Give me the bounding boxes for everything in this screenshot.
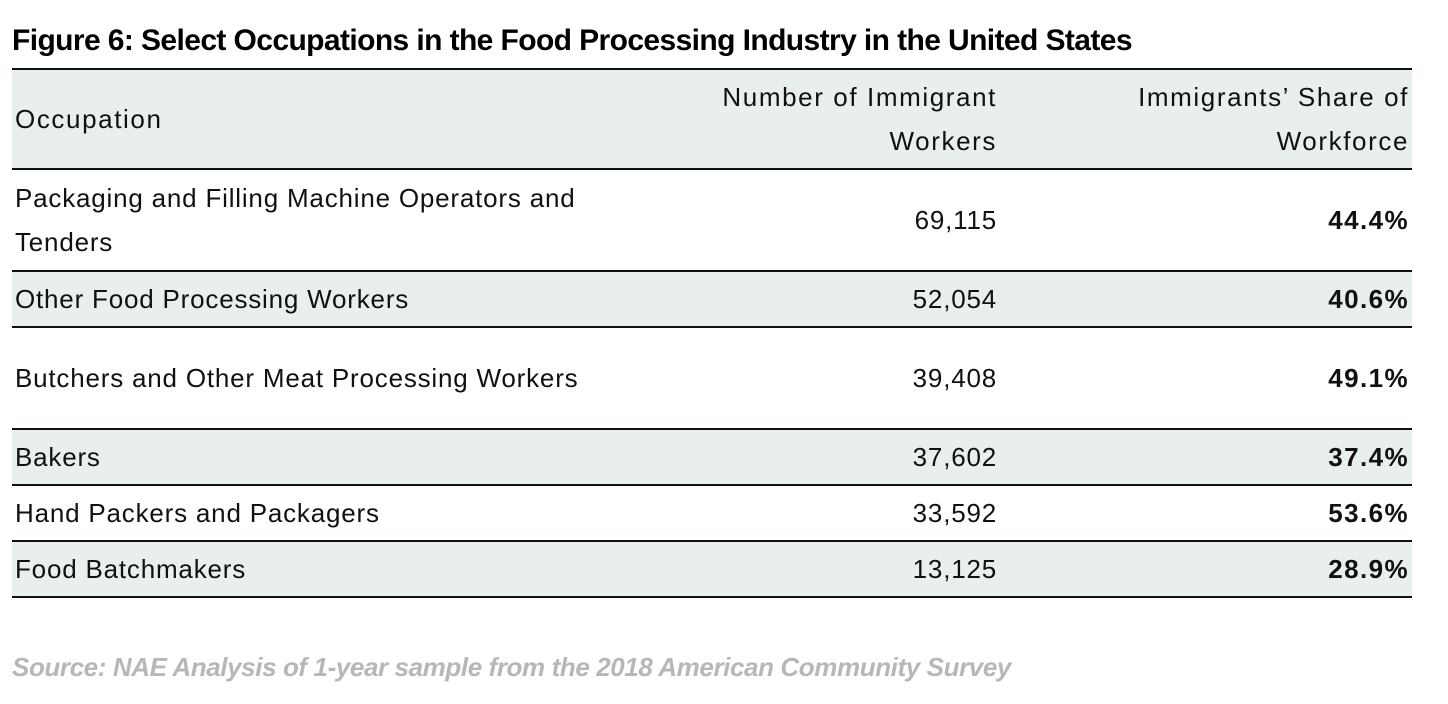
column-header-immigrant-workers: Number of Immigrant Workers (722, 82, 997, 156)
workers-cell: 13,125 (912, 554, 997, 584)
table-row: Food Batchmakers 13,125 28.9% (12, 541, 1412, 597)
figure: Figure 6: Select Occupations in the Food… (12, 22, 1412, 598)
workers-cell: 52,054 (912, 284, 997, 314)
workers-cell: 39,408 (912, 363, 997, 393)
table-row: Hand Packers and Packagers 33,592 53.6% (12, 485, 1412, 541)
workers-cell: 69,115 (914, 205, 997, 235)
occupation-cell: Other Food Processing Workers (15, 284, 410, 314)
table-row: Butchers and Other Meat Processing Worke… (12, 327, 1412, 429)
occupation-cell: Packaging and Filling Machine Operators … (15, 183, 576, 257)
occupations-table: Occupation Number of Immigrant Workers I… (12, 68, 1412, 598)
table-row: Other Food Processing Workers 52,054 40.… (12, 271, 1412, 327)
table-row: Bakers 37,602 37.4% (12, 429, 1412, 485)
occupation-cell: Hand Packers and Packagers (15, 498, 380, 528)
column-header-immigrant-share: Immigrants’ Share of Workforce (1138, 82, 1409, 156)
column-header-occupation: Occupation (15, 104, 163, 134)
occupation-cell: Butchers and Other Meat Processing Worke… (15, 363, 579, 393)
share-cell: 28.9% (1328, 554, 1409, 584)
occupation-cell: Bakers (15, 442, 101, 472)
share-cell: 40.6% (1328, 284, 1409, 314)
share-cell: 53.6% (1328, 498, 1409, 528)
workers-cell: 37,602 (912, 442, 997, 472)
share-cell: 37.4% (1328, 442, 1409, 472)
figure-title: Figure 6: Select Occupations in the Food… (12, 24, 1133, 57)
workers-cell: 33,592 (912, 498, 997, 528)
table-header-row: Occupation Number of Immigrant Workers I… (12, 69, 1412, 169)
occupation-cell: Food Batchmakers (15, 554, 247, 584)
table-row: Packaging and Filling Machine Operators … (12, 169, 1412, 271)
share-cell: 49.1% (1328, 363, 1409, 393)
share-cell: 44.4% (1328, 205, 1409, 235)
source-note: Source: NAE Analysis of 1-year sample fr… (12, 652, 1011, 682)
